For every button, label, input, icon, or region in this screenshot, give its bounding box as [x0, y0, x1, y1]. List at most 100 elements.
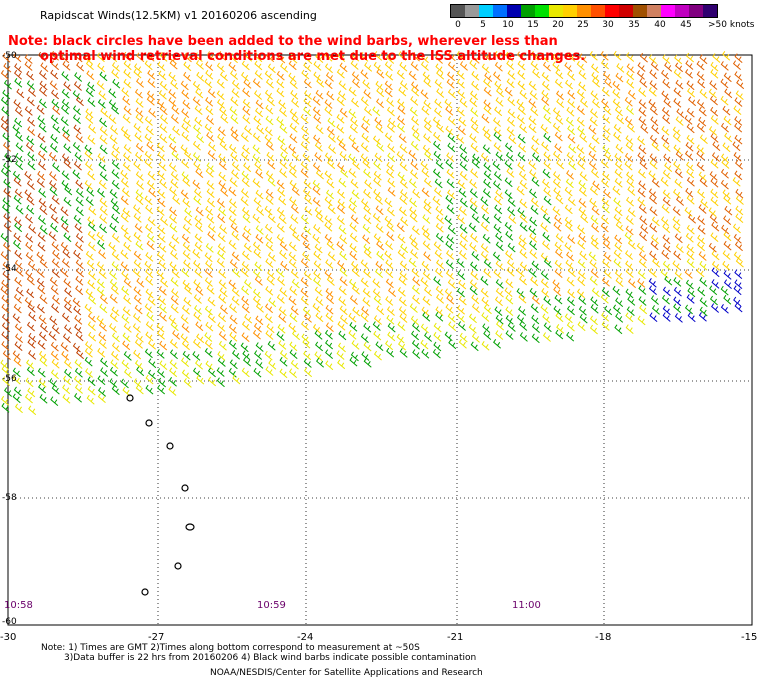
wind-barb [60, 116, 69, 126]
wind-barb [313, 250, 322, 261]
wind-barb [74, 324, 83, 334]
wind-barb [316, 78, 325, 88]
wind-barb [576, 144, 585, 154]
wind-barb [482, 144, 491, 154]
wind-barb [735, 205, 744, 216]
wind-barb [63, 159, 72, 169]
wind-barb [111, 213, 120, 224]
wind-barb [519, 198, 528, 209]
wind-barb [483, 105, 492, 115]
wind-barb [39, 294, 48, 304]
wind-barb [194, 105, 203, 115]
wind-barb [552, 206, 561, 216]
wind-barb [312, 96, 321, 106]
wind-barb [111, 150, 120, 161]
wind-barb [649, 312, 658, 322]
colorbar-segment [647, 5, 661, 17]
wind-barb [148, 358, 157, 369]
wind-barb [279, 350, 288, 360]
wind-barb [85, 161, 94, 171]
colorbar-label: 5 [480, 20, 486, 30]
wind-barb [410, 315, 419, 326]
wind-barb [133, 313, 142, 323]
wind-barb [432, 195, 441, 206]
wind-barb [133, 349, 142, 360]
wind-barb [470, 233, 479, 243]
wind-barb [578, 81, 587, 92]
wind-barb [313, 61, 322, 71]
wind-barb [421, 187, 430, 198]
wind-barb [278, 195, 287, 206]
wind-barb [13, 177, 22, 187]
wind-barb [0, 167, 9, 178]
wind-barb [688, 96, 697, 107]
wind-barb [364, 179, 373, 190]
wind-barb [193, 260, 202, 270]
note-line-1: Note: black circles have been added to t… [8, 34, 558, 49]
wind-barb [566, 321, 575, 332]
wind-barb [339, 314, 348, 325]
wind-barb [471, 303, 480, 313]
wind-barb [375, 341, 384, 351]
wind-barb [170, 171, 179, 181]
wind-barb [363, 358, 372, 368]
wind-barb [457, 305, 466, 315]
wind-barb [195, 321, 204, 332]
wind-barb [434, 107, 443, 118]
wind-barb [435, 223, 444, 233]
wind-barb [278, 306, 287, 316]
wind-barb [398, 86, 407, 97]
wind-barb [1, 402, 10, 413]
wind-barb [372, 106, 381, 117]
wind-barb [276, 179, 285, 190]
wind-barb [230, 70, 239, 80]
wind-barb [52, 294, 61, 305]
wind-barb [121, 313, 130, 324]
wind-barb [27, 303, 36, 313]
wind-barb [122, 207, 131, 218]
wind-barb [529, 249, 538, 259]
wind-barb [411, 116, 420, 126]
wind-barb [492, 251, 501, 262]
wind-barb [651, 178, 660, 188]
wind-barb [39, 80, 48, 91]
wind-barb [180, 333, 189, 344]
wind-barb [111, 179, 120, 190]
wind-barb [123, 78, 132, 89]
colorbar-segment [591, 5, 605, 17]
wind-barb [266, 151, 275, 162]
wind-barb [493, 71, 502, 82]
wind-barb [204, 305, 213, 316]
wind-barb [99, 71, 108, 82]
wind-barb [37, 51, 46, 62]
wind-barb [302, 306, 311, 317]
wind-barb [363, 243, 372, 254]
wind-barb [422, 214, 431, 224]
wind-barb [181, 89, 190, 100]
wind-barb [280, 62, 289, 73]
wind-barb [205, 205, 214, 216]
wind-barb [217, 322, 226, 332]
wind-barb [543, 195, 552, 206]
wind-barb [685, 69, 694, 79]
wind-barb [456, 258, 465, 268]
wind-barb [218, 312, 227, 323]
wind-barb [386, 168, 395, 179]
wind-barb [493, 117, 502, 127]
wind-barb [62, 394, 71, 404]
wind-barb [505, 51, 514, 62]
wind-barb [420, 61, 429, 71]
wind-barb [708, 88, 717, 99]
wind-barb [98, 179, 107, 190]
wind-barb [411, 284, 420, 295]
wind-barb [422, 270, 431, 281]
wind-barb [589, 259, 598, 269]
wind-barb [304, 367, 313, 378]
wind-barb [170, 295, 179, 305]
wind-barb [220, 113, 229, 124]
wind-barb [723, 270, 732, 280]
wind-barb [724, 132, 733, 143]
wind-barb [639, 159, 648, 170]
wind-barb [516, 185, 525, 196]
wind-barb [37, 241, 46, 252]
